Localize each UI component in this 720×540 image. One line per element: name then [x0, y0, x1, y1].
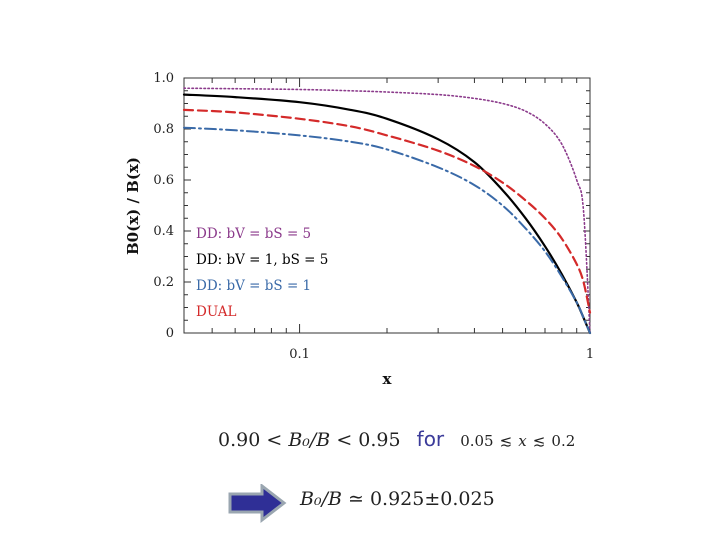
lesssim-symbol: ≲ [499, 432, 513, 450]
x-tick-label: 1 [586, 347, 594, 362]
y-tick-label: 0 [166, 326, 174, 341]
series-line-4 [182, 108, 592, 314]
result-formula: B₀/B ≃ 0.925±0.025 [300, 488, 495, 510]
range-formula: 0.90 < B₀/B < 0.95 for 0.05 ≲ x ≲ 0.2 [218, 427, 575, 451]
series-layer [182, 87, 592, 335]
y-tick-label: 0.2 [153, 275, 174, 290]
result-ratio: B₀/B [300, 488, 342, 510]
x-axis-label: x [383, 370, 393, 388]
x-tick-label: 0.1 [289, 347, 310, 362]
y-axis-label: B0(x) / B(x) [124, 157, 142, 255]
y-tick-label: 0.6 [153, 173, 174, 188]
result-value: 0.925±0.025 [369, 488, 495, 510]
legend: DD: bV = bS = 5 DD: bV = 1, bS = 5 DD: bV … [196, 226, 328, 320]
condition-upper: 0.2 [551, 432, 576, 450]
legend-entry-4: DUAL [196, 304, 237, 320]
range-lower-value: 0.90 [218, 429, 261, 451]
less-than-symbol: < [336, 429, 353, 451]
series-line-3 [183, 126, 591, 334]
y-tick-label: 0.4 [153, 224, 174, 239]
less-than-symbol: < [266, 429, 283, 451]
chart-canvas: 0 0.2 0.4 0.6 0.8 1.0 0.1 1 x B0(x) / B(x) DD: … [124, 71, 594, 388]
right-arrow-icon [228, 484, 287, 524]
for-word: for [416, 427, 445, 451]
plot-border [183, 77, 591, 334]
y-tick-label: 0.8 [153, 122, 174, 137]
ratio-symbol: B₀/B [288, 429, 331, 451]
legend-entry-1: DD: bV = bS = 5 [196, 226, 311, 242]
series-line-2 [182, 93, 592, 335]
legend-entry-3: DD: bV = bS = 1 [196, 278, 311, 294]
condition-lower: 0.05 [460, 432, 494, 450]
plot-frame [183, 77, 591, 334]
axis-ticks: 0 0.2 0.4 0.6 0.8 1.0 0.1 1 [153, 71, 594, 362]
approx-symbol: ≃ [348, 488, 364, 510]
series-line-1 [183, 87, 591, 334]
y-tick-label: 1.0 [153, 71, 174, 86]
lesssim-symbol: ≲ [532, 432, 546, 450]
condition-variable: x [518, 432, 527, 450]
range-upper-value: 0.95 [358, 429, 401, 451]
legend-entry-2: DD: bV = 1, bS = 5 [196, 252, 328, 268]
